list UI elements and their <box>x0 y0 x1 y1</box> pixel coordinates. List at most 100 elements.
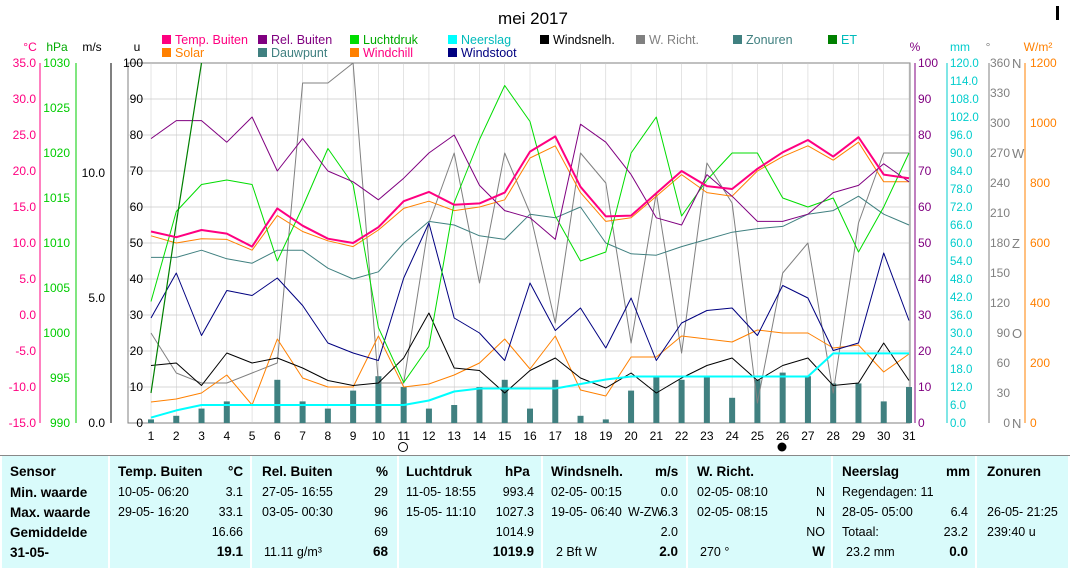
col-press-unit: hPa <box>505 464 530 479</box>
sun-hours-bar <box>173 415 180 423</box>
rain-axis-tick: 120.0 <box>950 58 979 70</box>
sun-hours-bar <box>350 390 357 423</box>
sun-hours-bar <box>148 419 154 423</box>
temp-axis-tick: 25.0 <box>13 128 37 142</box>
panel-dir <box>688 456 831 568</box>
solar-axis-tick: 1200 <box>1030 56 1057 70</box>
rain-current-value: 0.0 <box>949 544 968 559</box>
windchill-line <box>150 141 909 251</box>
rain-axis-tick: 0.0 <box>950 418 966 430</box>
legend-swatch-8 <box>162 48 171 57</box>
hum-axis-tick: 0 <box>918 416 925 430</box>
hum-abs-value: 11.11 g/m³ <box>264 545 322 559</box>
sun-hours-bar <box>779 372 786 423</box>
legend-label-7: ET <box>841 33 857 47</box>
dir-compass-label: O <box>1012 326 1022 341</box>
sun-total: 239:40 u <box>987 525 1036 539</box>
wind-gust-line <box>150 222 910 361</box>
et-line <box>150 62 203 394</box>
panel-press <box>399 456 541 568</box>
panel-temp <box>110 456 250 568</box>
dir-axis-tick: 90 <box>997 326 1011 340</box>
col-hum-header: Rel. Buiten <box>262 464 333 479</box>
press-max-value: 1027.3 <box>495 505 534 519</box>
hum-max-time: 03-05- 00:30 <box>262 505 333 519</box>
dir-axis-tick: 330 <box>990 86 1010 100</box>
pressure-axis-tick: 1000 <box>43 326 70 340</box>
sun-hours-bar <box>906 387 912 423</box>
col-sun-header: Zonuren <box>987 464 1041 479</box>
x-tick-label: 7 <box>299 429 306 443</box>
rain-axis-tick: 114.0 <box>950 76 978 88</box>
solar-axis-tick: 600 <box>1030 236 1050 250</box>
x-tick-label: 10 <box>372 429 386 443</box>
rain-axis-tick: 102.0 <box>950 112 979 124</box>
x-tick-label: 16 <box>523 429 537 443</box>
col-press-header: Luchtdruk <box>406 464 472 479</box>
legend-label-2: Luchtdruk <box>363 33 419 47</box>
x-tick-label: 29 <box>852 429 866 443</box>
legend-swatch-1 <box>258 35 267 44</box>
sun-hours-bar <box>577 415 584 423</box>
solar-axis-tick: 200 <box>1030 356 1050 370</box>
axis-unit-6: ° <box>986 40 991 54</box>
dir-axis-tick: 270 <box>990 146 1010 160</box>
x-tick-label: 11 <box>397 429 410 443</box>
hum-axis-tick: 30 <box>918 308 932 322</box>
sun-hours-bar <box>628 390 635 423</box>
sun-hours-bar <box>653 376 660 423</box>
row-min-label: Min. waarde <box>10 485 88 500</box>
x-tick-label: 30 <box>877 429 891 443</box>
rain-days: Regendagen: 11 <box>842 485 934 499</box>
temp-axis-tick: -10.0 <box>9 380 37 394</box>
rain-axis-tick: 90.0 <box>950 148 972 160</box>
x-tick-label: 27 <box>801 429 815 443</box>
legend-label-8: Solar <box>175 46 204 60</box>
wind-axis-tick: 5.0 <box>88 291 105 305</box>
pressure-axis-tick: 1005 <box>43 281 70 295</box>
sun-hours-bar <box>501 379 508 423</box>
sun-axis-tick: 80 <box>130 128 144 142</box>
x-tick-label: 17 <box>549 429 563 443</box>
solar-axis-tick: 400 <box>1030 296 1050 310</box>
dir-avg-value: NO <box>806 525 825 539</box>
hum-axis-tick: 50 <box>918 236 932 250</box>
legend-swatch-4 <box>540 35 549 44</box>
legend-swatch-9 <box>258 48 267 57</box>
x-tick-label: 15 <box>498 429 512 443</box>
axis-unit-3: u <box>134 40 141 54</box>
hum-axis-tick: 40 <box>918 272 932 286</box>
scroll-indicator[interactable] <box>1056 6 1059 20</box>
full-moon-icon <box>398 442 408 452</box>
dir-axis-tick: 360 <box>990 56 1010 70</box>
rain-axis-tick: 42.0 <box>950 292 972 304</box>
axes: 35.0 30.0 25.0 20.0 15.0 10.0 5.0 0.0 -5.0 -10.0 -… <box>9 40 1057 431</box>
temp-avg-value: 16.66 <box>211 525 243 539</box>
rain-axis-tick: 6.0 <box>950 400 966 412</box>
rain-axis-tick: 36.0 <box>950 310 972 322</box>
legend-label-10: Windchill <box>363 46 413 60</box>
weather-chart: mei 2017 Temp. Buiten Rel. Buiten Luchtdru… <box>8 6 1059 452</box>
sun-axis-tick: 50 <box>130 236 144 250</box>
press-min-value: 993.4 <box>502 485 534 499</box>
x-tick-label: 23 <box>700 429 714 443</box>
panel-hum <box>252 456 397 568</box>
temp-axis-tick: 0.0 <box>19 308 36 322</box>
sun-hours-bar <box>476 387 483 423</box>
wind-direction-line <box>150 62 909 404</box>
x-tick-label: 19 <box>599 429 613 443</box>
temp-min-time: 10-05- 06:20 <box>118 485 189 499</box>
dir-axis-tick: 120 <box>990 296 1010 310</box>
col-wind-header: Windsnelh. <box>551 464 623 479</box>
sun-hours-bar <box>274 379 281 423</box>
sun-axis-tick: 100 <box>123 56 143 70</box>
axis-unit-1: hPa <box>46 40 68 54</box>
hum-min-value: 29 <box>374 485 388 499</box>
legend-swatch-5 <box>636 35 645 44</box>
wind-avg-value: 2.0 <box>660 525 678 539</box>
x-tick-label: 2 <box>173 429 180 443</box>
hum-min-time: 27-05- 16:55 <box>262 485 333 499</box>
axis-unit-2: m/s <box>82 40 101 54</box>
x-tick-label: 3 <box>198 429 205 443</box>
rain-axis-tick: 60.0 <box>950 238 972 250</box>
